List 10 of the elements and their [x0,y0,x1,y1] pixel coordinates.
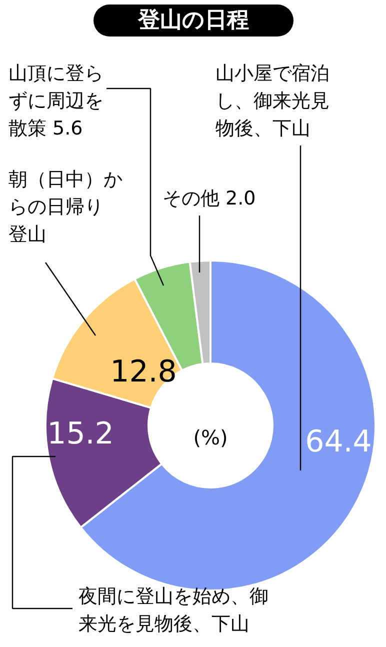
text: (%) [193,426,228,450]
data-label: 15.2 [47,416,114,452]
slice-label: 山頂に登らずに周辺を散策 5.6 [8,62,104,140]
slice-label: 朝（日中）からの日帰り登山 [8,168,122,246]
slice-label: 夜間に登山を始め、御来光を見物後、下山 [78,586,268,635]
chart-title: 登山の日程 [137,8,249,33]
slice-label: 山小屋で宿泊し、御来光見物後、下山 [216,62,330,140]
data-label: 12.8 [110,354,177,390]
data-label: 64.4 [305,424,372,460]
slice-label: その他 2.0 [162,188,256,210]
